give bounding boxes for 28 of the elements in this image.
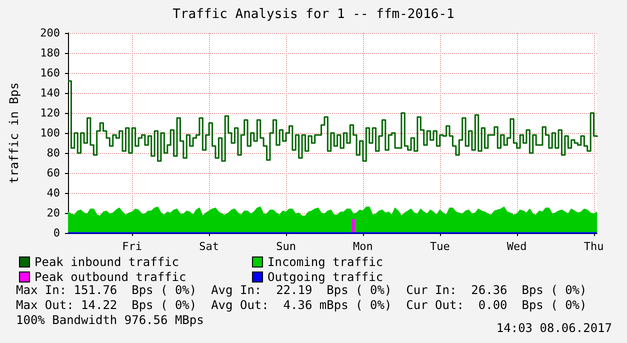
y-tick-label: 140 [40,86,60,100]
legend-label: Peak inbound traffic [34,255,179,269]
text: Max In: 151.76 Bps ( 0%) Avg In: 22.19 Bps ( 0%) Cur In: 26.36 Bps ( 0%) [16,283,587,297]
y-tick-label: 0 [53,226,60,240]
legend-label: Incoming traffic [268,255,384,269]
y-tick-label: 160 [40,66,60,80]
x-tick-label: Wed [506,240,527,253]
chart-title: Traffic Analysis for 1 -- ffm-2016-1 [172,7,454,22]
y-tick-label: 20 [46,206,60,220]
x-tick-label: Fri [122,240,142,253]
x-tick-label: Mon [353,240,373,253]
y-tick-label: 120 [40,106,60,120]
x-tick-label: Tue [430,240,450,253]
text: 100% Bandwidth 976.56 MBps [16,313,204,327]
legend-label: Outgoing traffic [268,270,384,284]
legend-label: Peak outbound traffic [34,270,186,284]
x-tick-label: Sat [199,240,220,253]
x-tick-label: Thu [584,240,604,253]
y-tick-label: 40 [46,186,60,200]
x-tick-label: Sun [276,240,296,253]
y-tick-label: 100 [40,126,60,140]
y-tick-label: 80 [46,146,60,160]
y-axis-title: traffic in Bps [7,82,21,184]
y-tick-label: 60 [46,166,60,180]
y-tick-label: 180 [40,46,60,60]
y-tick-label: 200 [40,26,60,40]
text: Max Out: 14.22 Bps ( 0%) Avg Out: 4.36 mBps ( 0%) Cur Out: 0.00 Bps ( 0%) [16,298,587,312]
text: 14:03 08.06.2017 [496,321,612,335]
